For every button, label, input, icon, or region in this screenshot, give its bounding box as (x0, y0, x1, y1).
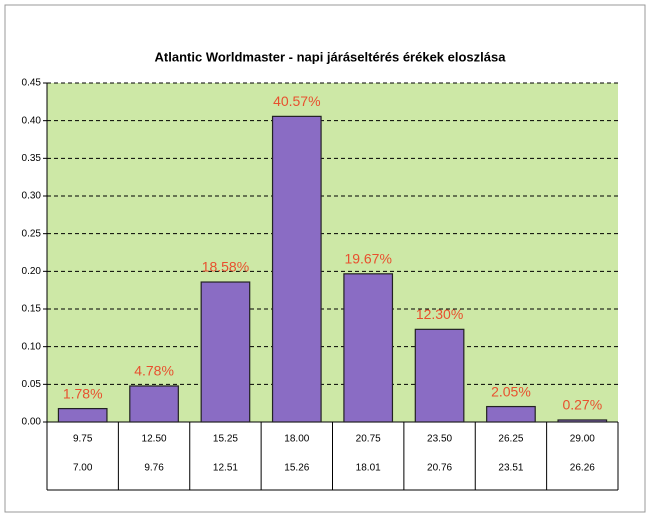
x-tick-label: 12.50 (142, 434, 167, 445)
x-tick-label: 20.76 (427, 463, 452, 474)
bar (414, 328, 465, 423)
bar (129, 385, 179, 423)
bar (343, 273, 394, 423)
bar (271, 115, 322, 423)
x-tick-label: 26.26 (570, 463, 595, 474)
bar (486, 405, 536, 423)
y-tick-label: 0.00 (22, 417, 42, 428)
x-tick-label: 7.00 (73, 463, 93, 474)
value-label: 18.58% (202, 259, 249, 275)
y-tick-label: 0.15 (22, 304, 42, 315)
y-tick-label: 0.20 (22, 266, 42, 277)
value-label: 12.30% (416, 306, 463, 322)
x-tick-label: 23.51 (498, 463, 523, 474)
x-tick-label: 9.75 (73, 434, 93, 445)
y-tick-label: 0.35 (22, 153, 42, 164)
y-tick-label: 0.25 (22, 228, 42, 239)
value-label: 4.78% (134, 363, 174, 379)
y-tick-label: 0.30 (22, 191, 42, 202)
y-tick-label: 0.40 (22, 115, 42, 126)
x-tick-label: 20.75 (356, 434, 381, 445)
chart-title: Atlantic Worldmaster - napi járásеltérés… (155, 49, 507, 64)
x-tick-label: 18.01 (356, 463, 381, 474)
x-tick-label: 15.26 (284, 463, 309, 474)
x-tick-label: 15.25 (213, 434, 238, 445)
bar (57, 407, 108, 423)
bar (200, 281, 251, 423)
value-label: 1.78% (63, 385, 103, 401)
y-tick-label: 0.10 (22, 341, 42, 352)
x-tick-label: 18.00 (284, 434, 309, 445)
bar (557, 419, 608, 423)
x-tick-label: 12.51 (213, 463, 238, 474)
x-tick-label: 29.00 (570, 434, 595, 445)
value-label: 40.57% (273, 93, 320, 109)
y-tick-label: 0.45 (22, 78, 42, 89)
x-tick-label: 23.50 (427, 434, 452, 445)
plot-area (47, 83, 618, 422)
value-label: 19.67% (344, 251, 391, 267)
y-tick-label: 0.05 (22, 379, 42, 390)
x-tick-label: 26.25 (498, 434, 523, 445)
value-label: 2.05% (491, 383, 531, 399)
value-label: 0.27% (562, 397, 602, 413)
x-tick-label: 9.76 (144, 463, 164, 474)
